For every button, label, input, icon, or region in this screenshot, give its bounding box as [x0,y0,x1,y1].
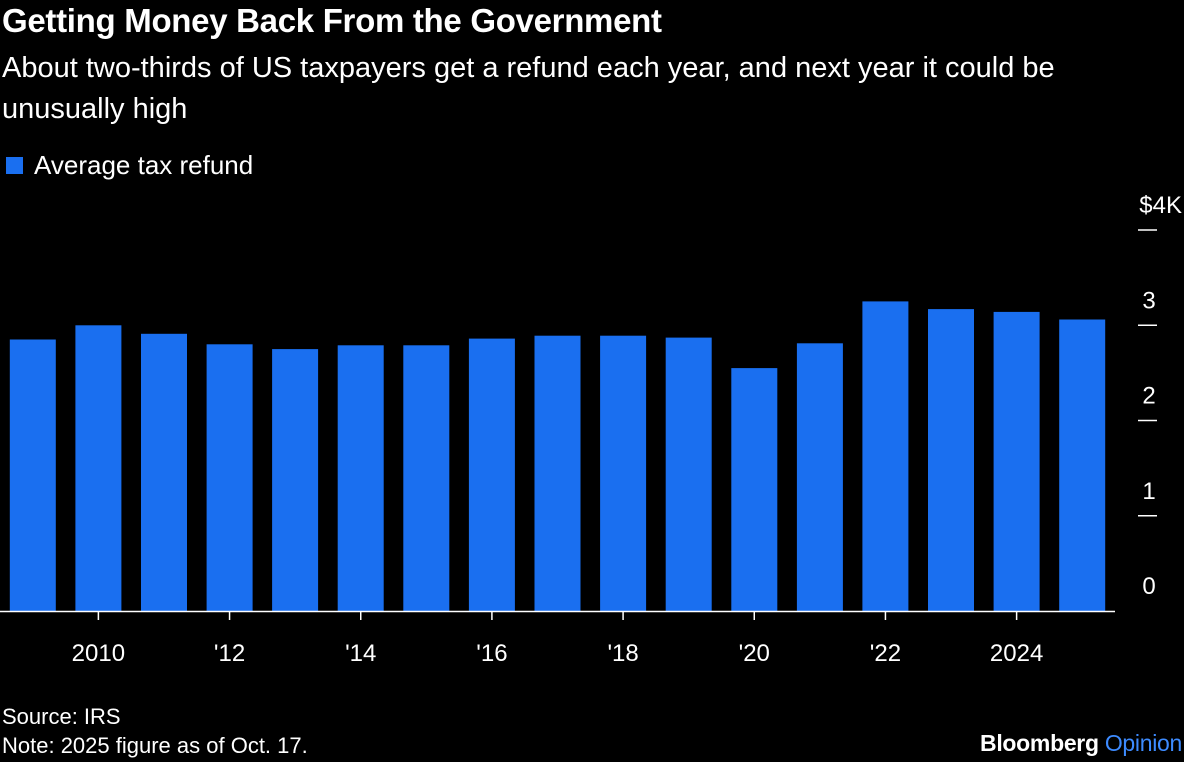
bar-2019 [665,337,712,611]
bar-2016 [468,338,515,611]
chart-title: Getting Money Back From the Government [2,2,662,39]
brand-logo: Bloomberg Opinion [980,730,1182,757]
bar-2021 [796,343,843,611]
y-tick-label-3: 3 [1142,287,1155,314]
bar-2012 [206,344,253,611]
bar-2013 [272,349,319,611]
bar-2025 [1059,319,1106,611]
bar-2023 [928,309,974,611]
bar-2011 [141,333,187,611]
brand-section: Opinion [1104,730,1182,756]
y-tick-label-0: 0 [1142,573,1155,600]
source-note: Source: IRS [2,704,121,729]
brand-name: Bloomberg [980,730,1099,756]
bar-2015 [403,345,450,611]
footnote: Note: 2025 figure as of Oct. 17. [2,733,308,758]
bar-2018 [600,335,647,611]
chart-subtitle: About two-thirds of US taxpayers get a r… [2,52,1055,125]
bar-2009 [9,339,56,611]
x-tick-label-2020: '20 [739,640,770,667]
legend-swatch [6,157,23,174]
x-tick-label-2018: '18 [607,640,638,667]
bar-2024 [993,311,1040,611]
bar-2017 [534,335,581,611]
x-tick-label-2014: '14 [345,640,376,667]
bar-2010 [75,325,122,612]
legend: Average tax refund [6,150,253,181]
legend-label: Average tax refund [34,150,254,180]
y-tick-label-2: 2 [1142,383,1155,410]
x-tick-label-2016: '16 [476,640,507,667]
x-tick-label-2010: 2010 [72,640,125,667]
x-tick-label-2024: 2024 [990,640,1043,667]
y-tick-label-4: $4K [1139,192,1182,219]
bar-2020 [731,368,778,611]
y-tick-label-1: 1 [1142,478,1155,505]
x-tick-label-2012: '12 [214,640,245,667]
x-tick-label-2022: '22 [870,640,901,667]
bar-2014 [337,345,384,611]
bar-2022 [862,301,909,611]
